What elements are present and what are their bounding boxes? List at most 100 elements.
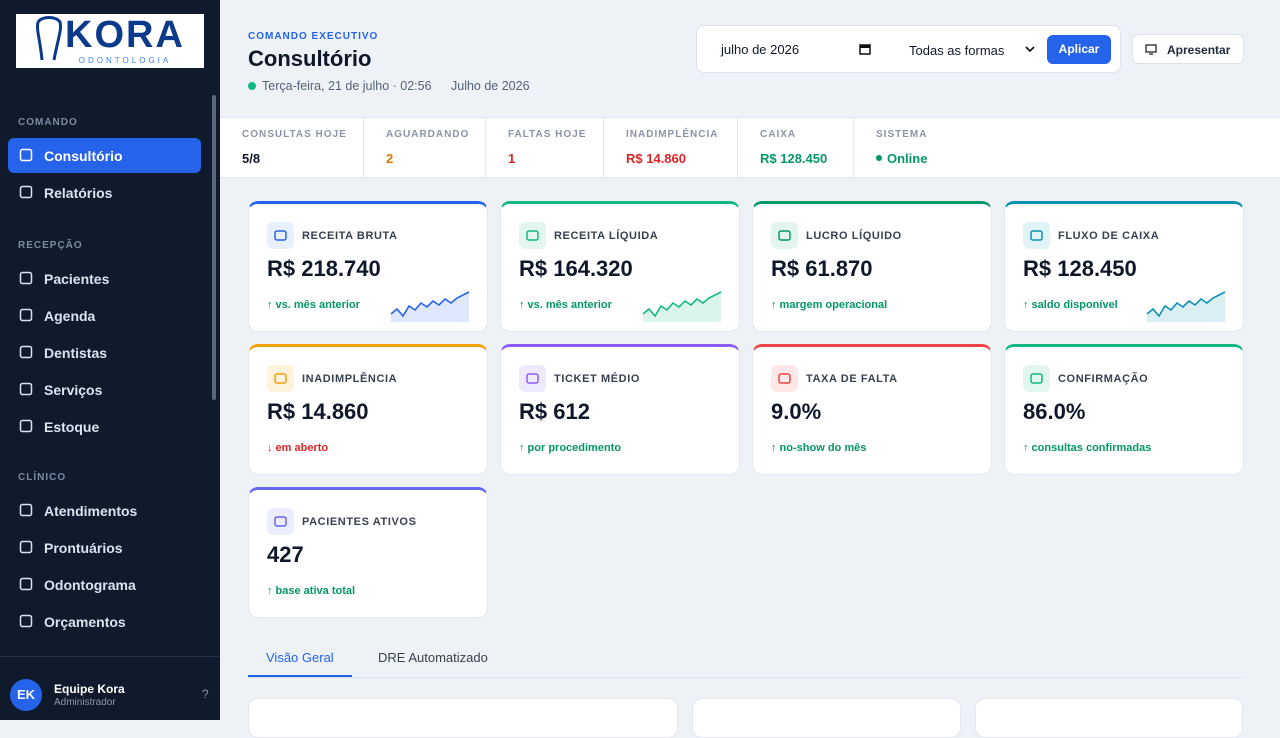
logo-brand: KORA [65, 14, 185, 56]
calendar-icon[interactable] [859, 43, 871, 55]
stat-value: Online [876, 151, 984, 166]
kpi-icon [267, 365, 294, 392]
nav-item[interactable]: Relatórios [8, 175, 201, 210]
stat-label: CONSULTAS HOJE [242, 129, 347, 140]
stat-value: 2 [386, 151, 394, 166]
present-label: Apresentar [1167, 43, 1231, 57]
nav-item[interactable]: Estoque [8, 409, 201, 444]
nav-item[interactable]: Pacientes [8, 261, 201, 296]
stat-value: R$ 14.860 [626, 151, 686, 166]
kpi-glyph [274, 373, 287, 384]
nav-icon [19, 577, 33, 591]
scrollbar[interactable] [212, 95, 216, 400]
tab[interactable]: DRE Automatizado [378, 650, 488, 665]
nav-item[interactable]: Consultório [8, 138, 201, 173]
nav-icon [19, 540, 33, 554]
panel-card [248, 698, 678, 738]
stat-value: 1 [508, 151, 516, 166]
page-title: Consultório [248, 46, 372, 71]
kpi-glyph [274, 516, 287, 527]
period: Julho de 2026 [451, 79, 530, 93]
sparkline [642, 291, 722, 322]
payment-select[interactable]: Todas as formas [909, 43, 1005, 58]
kpi-glyph [778, 373, 791, 384]
user-panel: EK Equipe Kora Administrador ? [0, 656, 220, 720]
stat: SISTEMA Online [854, 118, 984, 178]
nav-section-title: CLÍNICO [18, 472, 67, 483]
kpi-note: ↑ vs. mês anterior [519, 299, 612, 311]
kpi-value: 9.0% [771, 399, 822, 424]
stat-value: 5/8 [242, 151, 261, 166]
kpi-icon [267, 222, 294, 249]
tabs: Visão Geral DRE Automatizado [248, 640, 1244, 678]
nav-icon [19, 308, 33, 322]
kpi-label: TAXA DE FALTA [806, 373, 898, 385]
kpi-card: PACIENTES ATIVOS 427 ↑ base ativa total [248, 487, 488, 618]
logo[interactable]: KORA ODONTOLOGIA [16, 14, 204, 68]
stat-value: R$ 128.450 [760, 151, 828, 166]
nav-icon [19, 345, 33, 359]
kpi-note: ↑ vs. mês anterior [267, 299, 360, 311]
kpi-icon [771, 222, 798, 249]
kpi-label: RECEITA BRUTA [302, 230, 398, 242]
kpi-note: ↑ base ativa total [267, 585, 356, 597]
avatar[interactable]: EK [10, 679, 42, 711]
panel-card [692, 698, 961, 738]
kpi-card: TICKET MÉDIO R$ 612 ↑ por procedimento [500, 344, 740, 475]
kpi-label: FLUXO DE CAIXA [1058, 230, 1160, 242]
nav-icon [19, 614, 33, 628]
kpi-label: RECEITA LÍQUIDA [554, 230, 659, 242]
tab[interactable]: Visão Geral [248, 650, 352, 677]
sparkline [1146, 291, 1226, 322]
kpi-note: ↑ no-show do mês [771, 442, 867, 454]
datetime: Terça-feira, 21 de julho · 02:56 [262, 79, 432, 93]
nav-item[interactable]: Atendimentos [8, 493, 201, 528]
panel-card [975, 698, 1243, 738]
month-input[interactable]: julho de 2026 [721, 42, 800, 57]
nav-item[interactable]: Orçamentos [8, 604, 201, 639]
kpi-glyph [778, 230, 791, 241]
kpi-card: RECEITA LÍQUIDA R$ 164.320 ↑ vs. mês anter… [500, 201, 740, 332]
online-dot [876, 155, 882, 161]
nav-item[interactable]: Dentistas [8, 335, 201, 370]
nav-icon [19, 503, 33, 517]
nav-section-title: RECEPÇÃO [18, 240, 83, 251]
kpi-card: CONFIRMAÇÃO 86.0% ↑ consultas confirmadas [1004, 344, 1244, 475]
nav-icon [19, 148, 33, 162]
present-button[interactable]: Apresentar [1132, 34, 1244, 64]
stat-label: FALTAS HOJE [508, 129, 587, 140]
kpi-note: ↑ margem operacional [771, 299, 888, 311]
kpi-icon [1023, 365, 1050, 392]
monitor-icon [1145, 44, 1157, 55]
nav-item[interactable]: Agenda [8, 298, 201, 333]
stat-label: CAIXA [760, 129, 797, 140]
kpi-label: INADIMPLÊNCIA [302, 373, 398, 385]
help-button[interactable]: ? [202, 687, 209, 701]
nav-item[interactable]: Serviços [8, 372, 201, 407]
user-name: Equipe Kora [54, 682, 125, 696]
kpi-glyph [1030, 373, 1043, 384]
stats-strip: CONSULTAS HOJE 5/8 AGUARDANDO 2 FALTAS HOJE 1… [220, 117, 1280, 178]
kpi-glyph [526, 230, 539, 241]
stat: AGUARDANDO 2 [364, 118, 486, 178]
kpi-card: RECEITA BRUTA R$ 218.740 ↑ vs. mês anterio… [248, 201, 488, 332]
kpi-label: TICKET MÉDIO [554, 373, 641, 385]
kpi-value: 86.0% [1023, 399, 1086, 424]
kpi-value: 427 [267, 542, 304, 567]
kpi-value: R$ 128.450 [1023, 256, 1137, 281]
kpi-value: R$ 612 [519, 399, 590, 424]
nav-icon [19, 271, 33, 285]
kpi-note: ↑ saldo disponível [1023, 299, 1118, 311]
kpi-glyph [274, 230, 287, 241]
nav-item[interactable]: Odontograma [8, 567, 201, 602]
kpi-note: ↑ consultas confirmadas [1023, 442, 1152, 454]
kpi-note: ↑ por procedimento [519, 442, 622, 454]
nav-icon [19, 185, 33, 199]
kpi-card: FLUXO DE CAIXA R$ 128.450 ↑ saldo disponív… [1004, 201, 1244, 332]
apply-button[interactable]: Aplicar [1047, 35, 1111, 64]
stat-label: AGUARDANDO [386, 129, 470, 140]
status-line: Terça-feira, 21 de julho · 02:56 [248, 79, 432, 93]
nav-item[interactable]: Prontuários [8, 530, 201, 565]
stat: CAIXA R$ 128.450 [738, 118, 854, 178]
